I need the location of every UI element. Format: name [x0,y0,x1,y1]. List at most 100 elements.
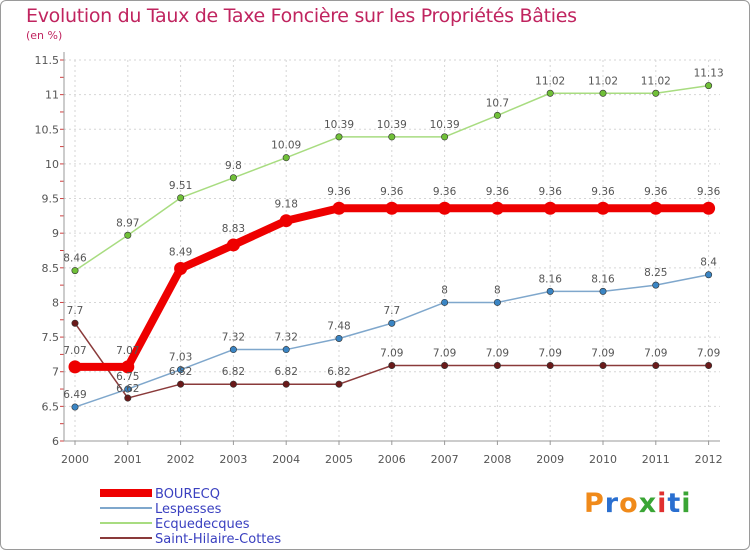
data-label: 9.36 [539,186,563,198]
data-point [599,361,607,369]
y-tick-label: 8.5 [42,262,60,275]
data-label: 8.97 [116,217,139,229]
data-point [332,201,346,215]
x-tick-label: 2006 [378,453,406,466]
data-label: 8.25 [644,267,667,279]
data-point [177,194,185,202]
legend-label: BOURECQ [155,487,220,502]
legend-label: Lespesses [155,502,222,517]
data-label: 7.09 [486,347,509,359]
data-point [335,133,343,141]
data-label: 9.36 [327,186,351,198]
data-label: 7.09 [380,347,403,359]
data-point [124,394,132,402]
chart-title: Evolution du Taux de Taxe Foncière sur l… [26,5,577,27]
y-tick-label: 7 [52,366,59,379]
data-point [599,89,607,97]
logo-letter: o [619,488,639,519]
data-point [652,281,660,289]
data-label: 7.7 [67,305,84,317]
data-label: 6.62 [116,383,139,395]
x-tick-label: 2010 [589,453,617,466]
y-tick-label: 10 [45,158,59,171]
data-point [546,89,554,97]
data-label: 6.82 [222,366,245,378]
x-tick-label: 2009 [536,453,564,466]
data-label: 8.16 [591,273,615,285]
data-point [229,346,237,354]
data-label: 11.02 [588,75,618,87]
data-label: 7.7 [383,305,400,317]
data-point [124,385,132,393]
data-label: 7.32 [222,332,245,344]
data-label: 11.02 [641,75,671,87]
data-point [388,361,396,369]
data-label: 6.82 [327,366,350,378]
data-label: 10.39 [377,119,407,131]
x-tick-label: 2012 [695,453,723,466]
data-point [441,133,449,141]
x-tick-label: 2001 [114,453,142,466]
data-point [543,201,557,215]
data-point [229,174,237,182]
data-label: 11.02 [535,75,565,87]
y-tick-label: 9.5 [42,193,60,206]
data-label: 8.46 [63,253,87,265]
x-tick-label: 2004 [272,453,300,466]
y-tick-label: 11 [45,89,59,102]
data-label: 8.16 [539,273,563,285]
unit-label: (en %) [26,29,63,42]
data-label: 8.49 [169,247,192,259]
data-label: 9.36 [433,186,457,198]
data-point [174,262,188,276]
data-point [652,361,660,369]
y-tick-label: 6 [52,435,59,448]
logo-letter: P [584,488,605,519]
data-point [282,154,290,162]
logo-letter: r [604,488,620,519]
y-tick-label: 8 [52,296,59,309]
data-point [121,360,135,374]
data-point [702,201,716,215]
data-label: 9.36 [486,186,510,198]
legend-label: Ecquedecques [155,517,250,532]
data-label: 10.39 [430,119,460,131]
data-point [385,201,399,215]
data-point [546,361,554,369]
data-label: 8 [441,284,448,296]
data-point [493,111,501,119]
data-label: 7.09 [433,347,456,359]
data-point [282,346,290,354]
x-tick-label: 2000 [61,453,89,466]
data-point [705,361,713,369]
logo-letter: x [638,488,658,519]
data-label: 6.49 [63,389,86,401]
data-point [177,366,185,374]
data-point [493,298,501,306]
data-point [71,267,79,275]
data-label: 9.51 [169,180,192,192]
data-label: 7.09 [697,347,720,359]
data-label: 6.82 [169,366,192,378]
data-label: 9.8 [225,160,242,172]
x-tick-label: 2005 [325,453,353,466]
data-point [335,334,343,342]
data-point [71,319,79,327]
legend-label: Saint-Hilaire-Cottes [155,532,281,547]
y-tick-label: 6.5 [42,400,60,413]
data-point [705,82,713,90]
data-point [599,287,607,295]
data-point [279,214,293,228]
data-point [438,201,452,215]
data-label: 11.13 [694,68,724,80]
data-label: 6.75 [116,371,139,383]
data-label: 7.07 [116,345,139,357]
data-point [441,298,449,306]
data-label: 7.09 [539,347,562,359]
data-label: 9.36 [591,186,615,198]
x-tick-label: 2007 [431,453,459,466]
x-tick-label: 2008 [483,453,511,466]
data-point [124,231,132,239]
data-point [226,238,240,252]
